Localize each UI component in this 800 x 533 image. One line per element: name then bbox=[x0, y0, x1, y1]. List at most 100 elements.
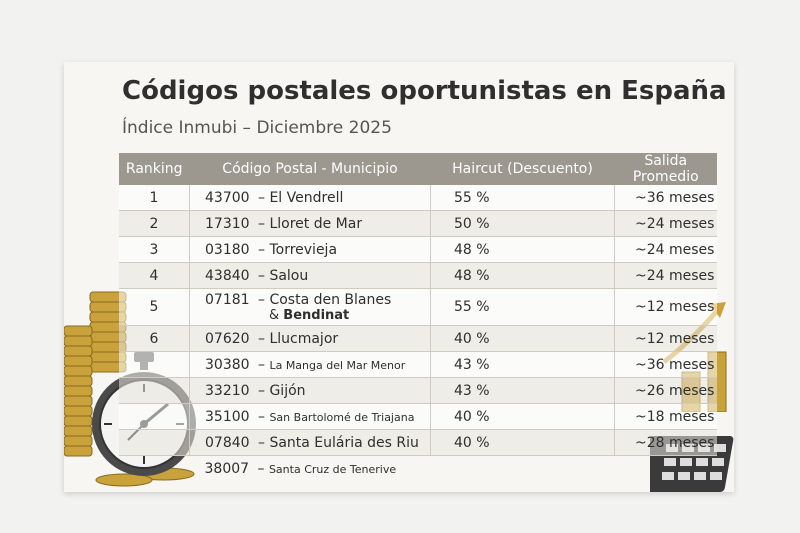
haircut-cell: 40 % bbox=[430, 403, 615, 430]
postal-code-cell: 35100 – San Bartolomé de Triajana bbox=[189, 403, 431, 430]
municipio: Santa Cruz de Tenerive bbox=[268, 462, 397, 476]
separator: – bbox=[258, 215, 265, 232]
haircut-cell: 43 % bbox=[430, 377, 615, 404]
table-row: 2 17310 – Lloret de Mar 50 % ~24 meses bbox=[119, 210, 717, 237]
haircut-cell: 40 % bbox=[430, 429, 615, 456]
coin-stack-icon bbox=[64, 291, 195, 487]
postal-code: 17310 bbox=[205, 215, 250, 232]
municipio: Salou bbox=[269, 267, 309, 284]
salida-cell: ~12 meses bbox=[614, 325, 717, 352]
haircut-cell: 55 % bbox=[430, 185, 615, 211]
postal-code: 07620 bbox=[205, 330, 250, 347]
separator: – bbox=[258, 408, 265, 425]
page-title: Códigos postales oportunistas en España bbox=[122, 76, 727, 106]
rank-cell bbox=[119, 456, 190, 482]
salida-cell: ~36 meses bbox=[614, 185, 717, 211]
ampersand: & bbox=[269, 307, 280, 323]
postal-code-cell: 17310 – Lloret de Mar bbox=[189, 210, 431, 237]
rank-cell: 2 bbox=[119, 210, 190, 237]
salida-cell: ~24 meses bbox=[614, 262, 717, 289]
municipio: Santa Eulária des Riu bbox=[269, 434, 419, 451]
salida-cell: ~24 meses bbox=[614, 210, 717, 237]
haircut-cell bbox=[431, 456, 615, 482]
salida-cell: ~18 meses bbox=[614, 403, 717, 430]
municipio: La Manga del Mar Menor bbox=[269, 358, 406, 372]
rank-cell: 4 bbox=[119, 262, 190, 289]
postal-code-cell: 07840 – Santa Eulária des Riu bbox=[189, 429, 431, 456]
postal-code-cell: 43840 – Salou bbox=[189, 262, 431, 289]
table-row: 6 07620 – Llucmajor 40 % ~12 meses bbox=[119, 325, 717, 352]
salida-cell: ~36 meses bbox=[614, 351, 717, 378]
postal-code-cell: 07620 – Llucmajor bbox=[189, 325, 431, 352]
separator: – bbox=[258, 267, 265, 284]
salida-cell: ~24 meses bbox=[614, 236, 717, 263]
municipio-line2: & Bendinat bbox=[205, 308, 430, 323]
rank-cell bbox=[119, 403, 190, 430]
table-row: 5 07181 – Costa den Blanes & Bendinat 55 … bbox=[119, 288, 717, 326]
salida-cell bbox=[615, 456, 718, 482]
postal-code-cell: 38007 – Santa Cruz de Tenerive bbox=[190, 456, 431, 482]
postal-code: 03180 bbox=[205, 241, 250, 258]
separator: – bbox=[257, 460, 265, 477]
rank-cell: 5 bbox=[119, 288, 190, 326]
header-codigo-postal: Código Postal - Municipio bbox=[189, 153, 431, 185]
haircut-cell: 48 % bbox=[430, 262, 615, 289]
table-row: 30380 – La Manga del Mar Menor 43 % ~36 … bbox=[119, 351, 717, 378]
postal-code: 07181 bbox=[205, 291, 250, 308]
rank-cell: 3 bbox=[119, 236, 190, 263]
table-row: 35100 – San Bartolomé de Triajana 40 % ~… bbox=[119, 403, 717, 430]
ranking-table: Ranking Código Postal - Municipio Haircu… bbox=[119, 153, 717, 481]
municipio: Costa den Blanes bbox=[269, 291, 392, 308]
haircut-cell: 48 % bbox=[430, 236, 615, 263]
rank-cell bbox=[119, 429, 190, 456]
postal-code-cell: 30380 – La Manga del Mar Menor bbox=[189, 351, 431, 378]
header-salida: Salida Promedio bbox=[614, 153, 717, 185]
postal-code: 07840 bbox=[205, 434, 250, 451]
haircut-cell: 55 % bbox=[430, 288, 615, 326]
haircut-cell: 40 % bbox=[430, 325, 615, 352]
haircut-cell: 50 % bbox=[430, 210, 615, 237]
rank-cell: 1 bbox=[119, 185, 190, 211]
separator: – bbox=[258, 382, 265, 399]
separator: – bbox=[258, 291, 265, 308]
haircut-cell: 43 % bbox=[430, 351, 615, 378]
salida-cell: ~28 meses bbox=[614, 429, 717, 456]
infographic-card: Códigos postales oportunistas en España … bbox=[64, 62, 734, 492]
table-row: 07840 – Santa Eulária des Riu 40 % ~28 m… bbox=[119, 429, 717, 456]
rank-cell bbox=[119, 377, 190, 404]
municipio: Gijón bbox=[269, 382, 306, 399]
municipio: El Vendrell bbox=[269, 189, 344, 206]
municipio: Lloret de Mar bbox=[269, 215, 363, 232]
rank-cell bbox=[119, 351, 190, 378]
header-haircut: Haircut (Descuento) bbox=[430, 153, 615, 185]
table-row: 1 43700 – El Vendrell 55 % ~36 meses bbox=[119, 185, 717, 211]
table-row: 3 03180 – Torrevieja 48 % ~24 meses bbox=[119, 236, 717, 263]
municipio: San Bartolomé de Triajana bbox=[269, 410, 415, 424]
postal-code: 43700 bbox=[205, 189, 250, 206]
table-row: 38007 – Santa Cruz de Tenerive bbox=[119, 456, 717, 482]
table-row: 33210 – Gijón 43 % ~26 meses bbox=[119, 377, 717, 404]
table-header-row: Ranking Código Postal - Municipio Haircu… bbox=[119, 153, 717, 185]
postal-code: 33210 bbox=[205, 382, 250, 399]
postal-code-cell: 07181 – Costa den Blanes & Bendinat bbox=[189, 288, 431, 326]
rank-cell: 6 bbox=[119, 325, 190, 352]
municipio-bold: Bendinat bbox=[283, 307, 350, 323]
page-subtitle: Índice Inmubi – Diciembre 2025 bbox=[122, 118, 392, 138]
header-ranking: Ranking bbox=[119, 153, 190, 185]
separator: – bbox=[258, 434, 265, 451]
salida-cell: ~12 meses bbox=[614, 288, 717, 326]
municipio: Torrevieja bbox=[269, 241, 338, 258]
separator: – bbox=[258, 241, 265, 258]
municipio: Llucmajor bbox=[269, 330, 339, 347]
separator: – bbox=[258, 189, 265, 206]
postal-code: 30380 bbox=[205, 356, 250, 373]
postal-code: 43840 bbox=[205, 267, 250, 284]
postal-code: 35100 bbox=[205, 408, 250, 425]
postal-code-cell: 43700 – El Vendrell bbox=[189, 185, 431, 211]
separator: – bbox=[258, 330, 265, 347]
table-row: 4 43840 – Salou 48 % ~24 meses bbox=[119, 262, 717, 289]
postal-code-cell: 03180 – Torrevieja bbox=[189, 236, 431, 263]
separator: – bbox=[258, 356, 265, 373]
postal-code: 38007 bbox=[204, 460, 250, 477]
salida-cell: ~26 meses bbox=[614, 377, 717, 404]
